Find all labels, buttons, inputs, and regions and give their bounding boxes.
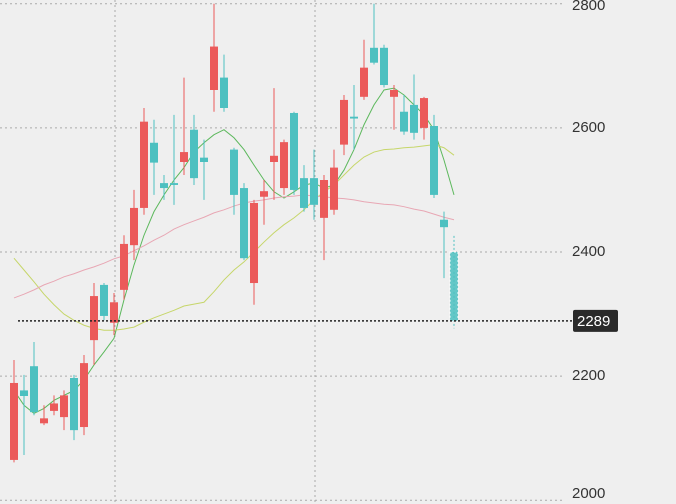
candle-body	[120, 243, 128, 290]
candle-body	[60, 395, 68, 418]
candle-body	[230, 149, 238, 195]
candle-body	[170, 183, 178, 185]
candle-body	[320, 180, 328, 218]
candle-body	[310, 178, 318, 205]
candle-body	[360, 67, 368, 97]
candle-body	[420, 98, 428, 128]
candle-body	[20, 390, 28, 396]
candle-body	[350, 116, 358, 119]
candle-body	[380, 47, 388, 86]
candle-body	[330, 167, 338, 210]
candle-body	[40, 418, 48, 424]
candle-body	[280, 142, 288, 189]
candle-body	[240, 188, 248, 259]
candle-body	[200, 157, 208, 162]
candle-body	[340, 99, 348, 145]
candle-body	[410, 104, 418, 133]
candle-body	[90, 296, 98, 341]
candle-body	[30, 366, 38, 413]
candle-body	[290, 112, 298, 190]
last-price-label: 2289	[577, 313, 610, 330]
candle-body	[220, 77, 228, 108]
y-tick-label: 2000	[572, 485, 605, 502]
ma-line	[13, 144, 455, 331]
candle-body	[160, 183, 168, 189]
y-tick-label: 2200	[572, 367, 605, 384]
candle-body	[440, 219, 448, 228]
last-price-box	[573, 309, 618, 332]
candle-body	[210, 46, 218, 90]
candle-body	[390, 90, 398, 97]
candle-body	[130, 207, 138, 246]
candle-body	[430, 126, 438, 195]
candle-body	[70, 378, 78, 431]
candle-body	[260, 191, 268, 197]
candle-body	[270, 155, 278, 162]
candle-body	[300, 178, 308, 208]
y-tick-label: 2800	[572, 0, 605, 14]
candle-body	[80, 363, 88, 428]
candle-body	[370, 47, 378, 63]
candle-body	[449, 251, 459, 322]
candle-body	[10, 382, 18, 460]
candle-body	[140, 121, 148, 208]
candle-body	[190, 129, 198, 179]
y-tick-label: 2600	[572, 119, 605, 136]
candle-body	[180, 152, 188, 162]
candle-body	[100, 284, 108, 316]
candle-body	[110, 302, 118, 323]
candle-body	[250, 202, 258, 284]
candle-body	[50, 403, 58, 411]
candle-body	[400, 111, 408, 132]
candle-body	[150, 142, 158, 163]
y-tick-label: 2400	[572, 243, 605, 260]
